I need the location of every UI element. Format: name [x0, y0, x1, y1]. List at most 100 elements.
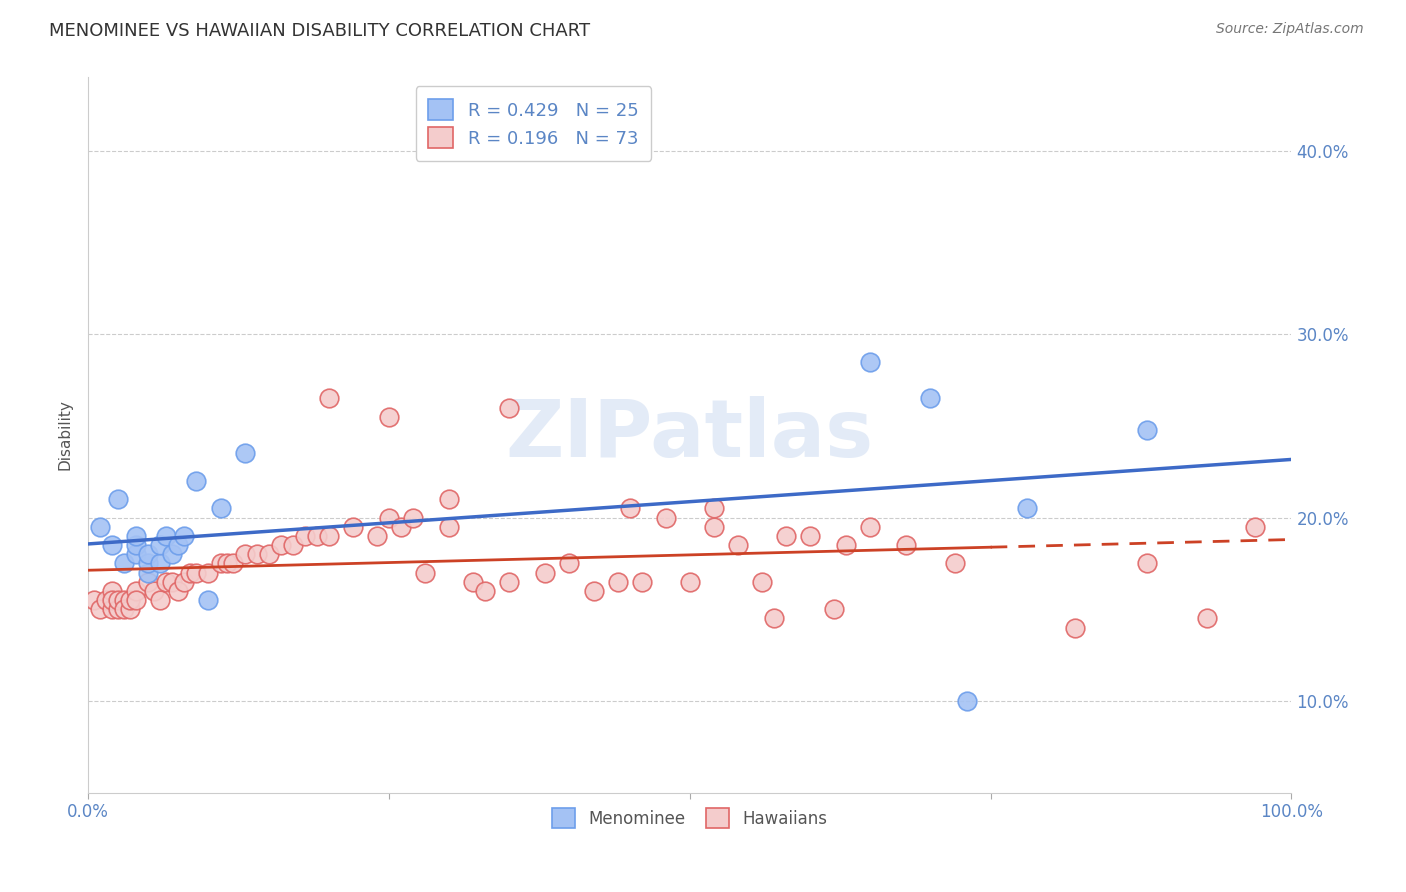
Point	[378, 409, 401, 424]
Point	[630, 574, 652, 589]
Point	[582, 583, 605, 598]
Point	[703, 501, 725, 516]
Point	[378, 510, 401, 524]
Point	[96, 593, 118, 607]
Point	[955, 694, 977, 708]
Point	[498, 574, 520, 589]
Point	[775, 529, 797, 543]
Point	[101, 538, 124, 552]
Point	[270, 538, 292, 552]
Point	[215, 557, 238, 571]
Point	[186, 566, 208, 580]
Point	[197, 566, 219, 580]
Point	[896, 538, 918, 552]
Text: ZIPatlas: ZIPatlas	[506, 396, 875, 474]
Point	[920, 392, 942, 406]
Point	[318, 392, 340, 406]
Point	[155, 529, 177, 543]
Point	[534, 566, 557, 580]
Point	[246, 547, 269, 561]
Point	[149, 593, 172, 607]
Point	[101, 583, 124, 598]
Point	[112, 593, 135, 607]
Point	[186, 474, 208, 488]
Point	[101, 593, 124, 607]
Point	[107, 593, 129, 607]
Point	[149, 557, 172, 571]
Point	[257, 547, 280, 561]
Point	[120, 602, 142, 616]
Point	[1197, 611, 1219, 625]
Point	[197, 593, 219, 607]
Point	[294, 529, 316, 543]
Point	[209, 557, 232, 571]
Point	[125, 583, 148, 598]
Point	[305, 529, 328, 543]
Point	[1136, 423, 1159, 437]
Point	[727, 538, 749, 552]
Point	[1015, 501, 1038, 516]
Point	[703, 520, 725, 534]
Point	[162, 547, 184, 561]
Text: Source: ZipAtlas.com: Source: ZipAtlas.com	[1216, 22, 1364, 37]
Point	[1244, 520, 1267, 534]
Point	[1063, 621, 1085, 635]
Point	[1136, 557, 1159, 571]
Point	[498, 401, 520, 415]
Point	[233, 547, 256, 561]
Point	[167, 583, 190, 598]
Point	[606, 574, 628, 589]
Text: MENOMINEE VS HAWAIIAN DISABILITY CORRELATION CHART: MENOMINEE VS HAWAIIAN DISABILITY CORRELA…	[49, 22, 591, 40]
Point	[835, 538, 858, 552]
Point	[402, 510, 425, 524]
Point	[101, 602, 124, 616]
Point	[763, 611, 786, 625]
Point	[619, 501, 641, 516]
Point	[318, 529, 340, 543]
Point	[89, 602, 111, 616]
Point	[558, 557, 581, 571]
Point	[437, 520, 460, 534]
Point	[107, 492, 129, 507]
Point	[125, 529, 148, 543]
Point	[463, 574, 485, 589]
Point	[859, 354, 882, 368]
Point	[179, 566, 201, 580]
Point	[112, 602, 135, 616]
Point	[125, 547, 148, 561]
Point	[136, 547, 159, 561]
Point	[654, 510, 676, 524]
Point	[107, 602, 129, 616]
Point	[136, 557, 159, 571]
Point	[943, 557, 966, 571]
Point	[679, 574, 702, 589]
Legend: Menominee, Hawaiians: Menominee, Hawaiians	[546, 802, 834, 834]
Point	[173, 574, 195, 589]
Point	[83, 593, 105, 607]
Point	[823, 602, 845, 616]
Point	[173, 529, 195, 543]
Point	[413, 566, 436, 580]
Point	[89, 520, 111, 534]
Point	[221, 557, 243, 571]
Point	[233, 446, 256, 460]
Point	[149, 538, 172, 552]
Point	[155, 574, 177, 589]
Point	[474, 583, 496, 598]
Point	[281, 538, 304, 552]
Y-axis label: Disability: Disability	[58, 400, 72, 470]
Point	[136, 566, 159, 580]
Point	[120, 593, 142, 607]
Point	[859, 520, 882, 534]
Point	[125, 593, 148, 607]
Point	[342, 520, 364, 534]
Point	[799, 529, 821, 543]
Point	[209, 501, 232, 516]
Point	[112, 557, 135, 571]
Point	[437, 492, 460, 507]
Point	[125, 538, 148, 552]
Point	[751, 574, 773, 589]
Point	[136, 574, 159, 589]
Point	[162, 574, 184, 589]
Point	[366, 529, 388, 543]
